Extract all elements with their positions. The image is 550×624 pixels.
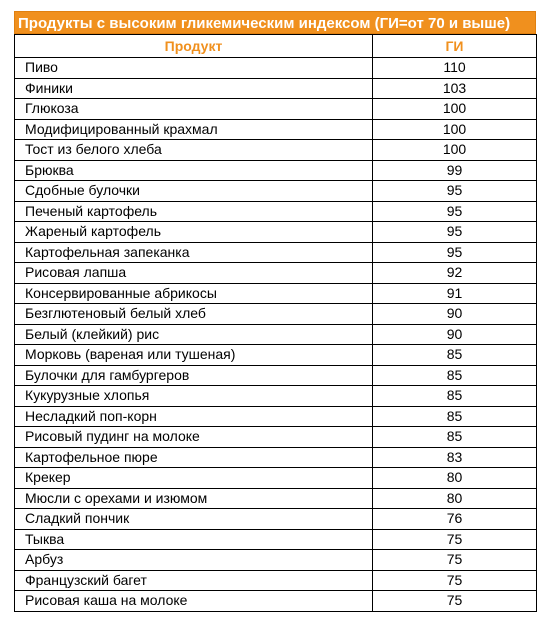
product-name-cell: Французский багет (14, 569, 373, 591)
gi-value-cell: 85 (372, 426, 537, 448)
product-name-cell: Картофельное пюре (14, 446, 373, 468)
gi-table-document: Продукты с высоким гликемическим индексо… (14, 11, 537, 612)
gi-value-cell: 90 (372, 303, 537, 325)
gi-value-cell: 103 (372, 77, 537, 99)
gi-value-cell: 100 (372, 139, 537, 161)
table-row: Картофельная запеканка 95 (14, 241, 537, 263)
gi-value-cell: 92 (372, 262, 537, 284)
table-row: Глюкоза 100 (14, 98, 537, 120)
product-name-cell: Морковь (вареная или тушеная) (14, 344, 373, 366)
product-name-cell: Жареный картофель (14, 221, 373, 243)
table-row: Морковь (вареная или тушеная) 85 (14, 344, 537, 366)
product-name-cell: Финики (14, 77, 373, 99)
product-name-cell: Булочки для гамбургеров (14, 364, 373, 386)
table-row: Рисовая лапша 92 (14, 262, 537, 284)
gi-value-cell: 80 (372, 487, 537, 509)
table-row: Безглютеновый белый хлеб 90 (14, 303, 537, 325)
product-name-cell: Сладкий пончик (14, 508, 373, 530)
table-header-row: Продукт ГИ (14, 34, 537, 58)
product-name-cell: Мюсли с орехами и изюмом (14, 487, 373, 509)
table-row: Печеный картофель 95 (14, 200, 537, 222)
table-row: Пиво 110 (14, 57, 537, 79)
gi-value-cell: 85 (372, 344, 537, 366)
gi-value-cell: 100 (372, 118, 537, 140)
product-name-cell: Кукурузные хлопья (14, 385, 373, 407)
gi-value-cell: 75 (372, 590, 537, 612)
product-name-cell: Модифицированный крахмал (14, 118, 373, 140)
gi-value-cell: 75 (372, 549, 537, 571)
product-name-cell: Сдобные булочки (14, 180, 373, 202)
product-name-cell: Крекер (14, 467, 373, 489)
product-name-cell: Картофельная запеканка (14, 241, 373, 263)
gi-value-cell: 95 (372, 200, 537, 222)
gi-value-cell: 75 (372, 569, 537, 591)
product-name-cell: Безглютеновый белый хлеб (14, 303, 373, 325)
table-row: Тост из белого хлеба 100 (14, 139, 537, 161)
gi-value-cell: 85 (372, 405, 537, 427)
table-row: Жареный картофель 95 (14, 221, 537, 243)
product-name-cell: Глюкоза (14, 98, 373, 120)
gi-value-cell: 75 (372, 528, 537, 550)
gi-value-cell: 95 (372, 180, 537, 202)
gi-value-cell: 80 (372, 467, 537, 489)
gi-table: Продукт ГИ Пиво 110 Финики 103 Глюкоза 100 Мод… (14, 34, 537, 612)
product-name-cell: Рисовая каша на молоке (14, 590, 373, 612)
gi-value-cell: 95 (372, 241, 537, 263)
product-name-cell: Арбуз (14, 549, 373, 571)
table-row: Сладкий пончик 76 (14, 508, 537, 530)
product-name-cell: Несладкий поп-корн (14, 405, 373, 427)
gi-value-cell: 85 (372, 385, 537, 407)
column-header-product: Продукт (14, 34, 373, 58)
gi-value-cell: 85 (372, 364, 537, 386)
product-name-cell: Консервированные абрикосы (14, 282, 373, 304)
table-row: Модифицированный крахмал 100 (14, 118, 537, 140)
gi-value-cell: 91 (372, 282, 537, 304)
gi-value-cell: 83 (372, 446, 537, 468)
table-row: Кукурузные хлопья 85 (14, 385, 537, 407)
table-row: Консервированные абрикосы 91 (14, 282, 537, 304)
table-row: Рисовый пудинг на молоке 85 (14, 426, 537, 448)
table-row: Мюсли с орехами и изюмом 80 (14, 487, 537, 509)
table-row: Сдобные булочки 95 (14, 180, 537, 202)
table-body: Пиво 110 Финики 103 Глюкоза 100 Модифицированн… (14, 57, 537, 612)
column-header-gi: ГИ (372, 34, 537, 58)
product-name-cell: Тыква (14, 528, 373, 550)
table-title: Продукты с высоким гликемическим индексо… (14, 11, 536, 34)
table-row: Французский багет 75 (14, 569, 537, 591)
product-name-cell: Рисовый пудинг на молоке (14, 426, 373, 448)
table-row: Рисовая каша на молоке 75 (14, 590, 537, 612)
table-row: Крекер 80 (14, 467, 537, 489)
gi-value-cell: 100 (372, 98, 537, 120)
product-name-cell: Печеный картофель (14, 200, 373, 222)
gi-value-cell: 110 (372, 57, 537, 79)
gi-value-cell: 95 (372, 221, 537, 243)
product-name-cell: Брюква (14, 159, 373, 181)
table-row: Картофельное пюре 83 (14, 446, 537, 468)
product-name-cell: Белый (клейкий) рис (14, 323, 373, 345)
product-name-cell: Пиво (14, 57, 373, 79)
product-name-cell: Рисовая лапша (14, 262, 373, 284)
table-row: Брюква 99 (14, 159, 537, 181)
table-row: Несладкий поп-корн 85 (14, 405, 537, 427)
table-row: Тыква 75 (14, 528, 537, 550)
gi-value-cell: 90 (372, 323, 537, 345)
table-row: Булочки для гамбургеров 85 (14, 364, 537, 386)
table-row: Белый (клейкий) рис 90 (14, 323, 537, 345)
gi-value-cell: 76 (372, 508, 537, 530)
table-row: Финики 103 (14, 77, 537, 99)
product-name-cell: Тост из белого хлеба (14, 139, 373, 161)
gi-value-cell: 99 (372, 159, 537, 181)
table-row: Арбуз 75 (14, 549, 537, 571)
